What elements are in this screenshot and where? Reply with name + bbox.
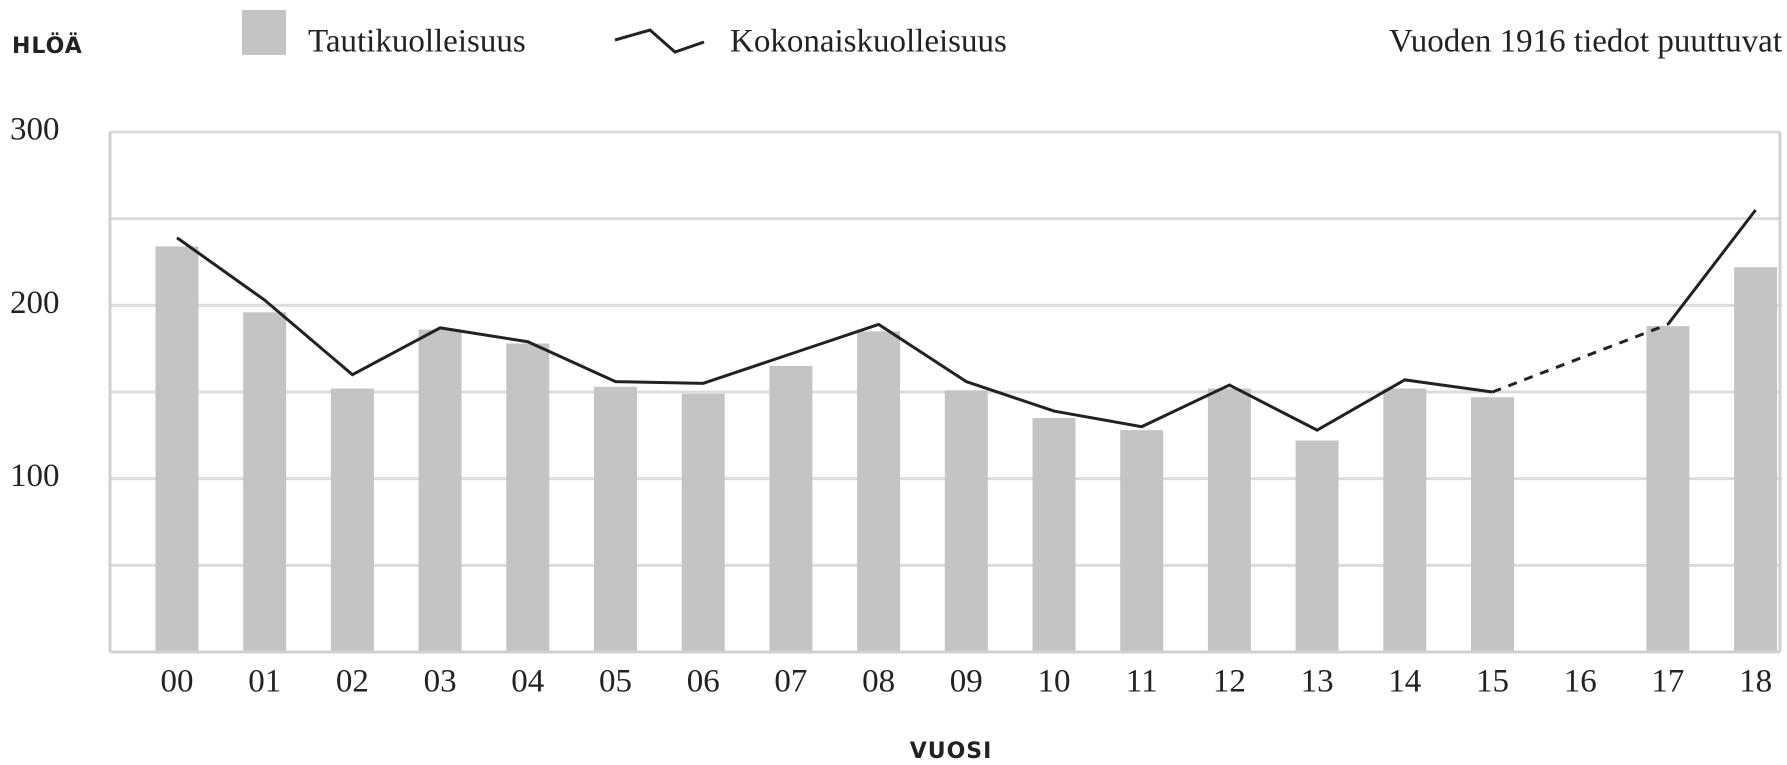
bar xyxy=(506,343,550,652)
bar xyxy=(1207,388,1251,652)
bar xyxy=(418,329,462,652)
x-axis-label: VUOSI xyxy=(910,739,993,764)
x-tick-label: 11 xyxy=(1126,664,1158,700)
legend-line xyxy=(614,28,705,54)
x-tick-label: 16 xyxy=(1564,664,1597,700)
x-tick-label: 04 xyxy=(511,664,544,700)
bar xyxy=(243,312,287,652)
y-tick-label: 300 xyxy=(10,112,60,148)
x-tick-label: 10 xyxy=(1038,664,1071,700)
annotation: Vuoden 1916 tiedot puuttuvat xyxy=(1389,24,1782,60)
line xyxy=(176,209,1757,432)
bar xyxy=(1383,388,1427,652)
x-tick-label: 12 xyxy=(1213,664,1246,700)
x-tick-label: 08 xyxy=(862,664,895,700)
gap-bridge xyxy=(1491,323,1669,394)
legend-label: Tautikuolleisuus xyxy=(308,24,526,60)
bar xyxy=(944,390,988,652)
legend-swatch xyxy=(242,10,286,55)
x-tick-label: 15 xyxy=(1476,664,1509,700)
bar xyxy=(155,246,199,652)
x-tick-label: 17 xyxy=(1651,664,1684,700)
bar xyxy=(1646,326,1690,652)
x-tick-label: 06 xyxy=(687,664,720,700)
x-tick-label: 00 xyxy=(161,664,194,700)
x-tick-label: 03 xyxy=(424,664,457,700)
x-tick-label: 13 xyxy=(1301,664,1334,700)
bar xyxy=(769,366,813,652)
y-tick-label: 100 xyxy=(10,458,60,494)
x-tick-label: 01 xyxy=(248,664,281,700)
bar xyxy=(594,386,637,652)
x-tick-label: 07 xyxy=(774,664,807,700)
bar xyxy=(1032,418,1076,652)
y-tick-label: 200 xyxy=(10,285,60,321)
x-tick-label: 09 xyxy=(950,664,983,700)
bar xyxy=(681,393,725,652)
bar xyxy=(1471,397,1514,652)
bar xyxy=(1120,430,1164,652)
bar xyxy=(857,331,901,652)
bar xyxy=(1295,440,1339,652)
bar xyxy=(1734,267,1778,652)
x-tick-label: 05 xyxy=(599,664,632,700)
x-tick-label: 14 xyxy=(1388,664,1421,700)
x-tick-label: 18 xyxy=(1739,664,1772,700)
legend-label: Kokonaiskuolleisuus xyxy=(730,24,1007,60)
bar xyxy=(330,388,374,652)
y-axis-label: HLÖÄ xyxy=(12,33,83,59)
x-tick-label: 02 xyxy=(336,664,369,700)
